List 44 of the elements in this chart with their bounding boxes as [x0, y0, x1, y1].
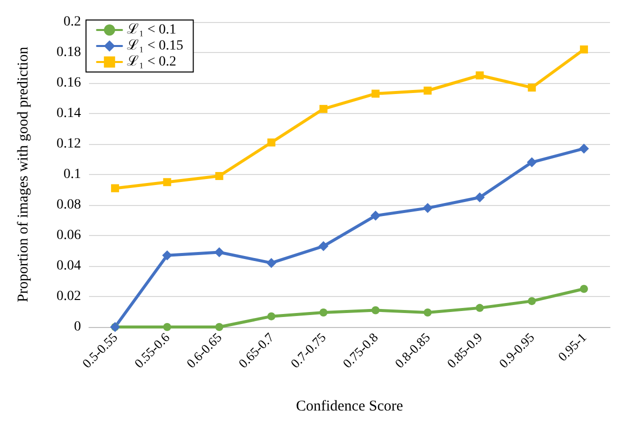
- point: [476, 304, 484, 312]
- point: [214, 247, 224, 258]
- point: [528, 297, 536, 306]
- point: [163, 178, 172, 186]
- point: [370, 210, 381, 221]
- point: [372, 90, 380, 98]
- y-tick-label: 0.06: [56, 228, 81, 243]
- point: [424, 308, 432, 317]
- y-tick-label: 0.04: [56, 258, 81, 274]
- point: [267, 312, 276, 320]
- y-tick-label: 0.02: [56, 289, 81, 304]
- point: [580, 45, 588, 54]
- point: [526, 157, 537, 168]
- point: [266, 258, 276, 268]
- point: [215, 323, 224, 331]
- point: [528, 84, 536, 92]
- point: [422, 203, 433, 214]
- y-tick-label: 0.2: [64, 14, 81, 30]
- point: [318, 241, 328, 252]
- point: [476, 71, 484, 80]
- legend-label: ℒ₁ < 0.1: [127, 22, 176, 38]
- point: [372, 306, 380, 314]
- point: [580, 284, 588, 293]
- y-axis-title: Proportion of images with good prediction: [16, 46, 32, 302]
- y-tick-label: 0.12: [56, 136, 81, 152]
- point: [319, 104, 328, 113]
- point: [163, 323, 172, 331]
- point: [215, 172, 224, 180]
- x-axis-title: Confidence Score: [296, 398, 404, 414]
- point: [162, 250, 172, 260]
- point: [424, 86, 432, 95]
- y-tick-label: 0.14: [56, 106, 81, 121]
- y-tick-label: 0.08: [56, 198, 81, 212]
- point: [111, 184, 120, 192]
- y-tick-label: 0.16: [56, 76, 81, 90]
- point: [474, 192, 485, 202]
- point: [319, 308, 328, 317]
- point: [267, 138, 276, 146]
- legend-label: ℒ₁ < 0.15: [127, 38, 184, 54]
- point: [578, 144, 589, 154]
- legend-label: ℒ₁ < 0.2: [127, 54, 176, 70]
- y-tick-label: 0.18: [56, 45, 81, 60]
- y-tick-label: 0.1: [64, 167, 81, 182]
- y-tick-label: 0: [74, 320, 81, 334]
